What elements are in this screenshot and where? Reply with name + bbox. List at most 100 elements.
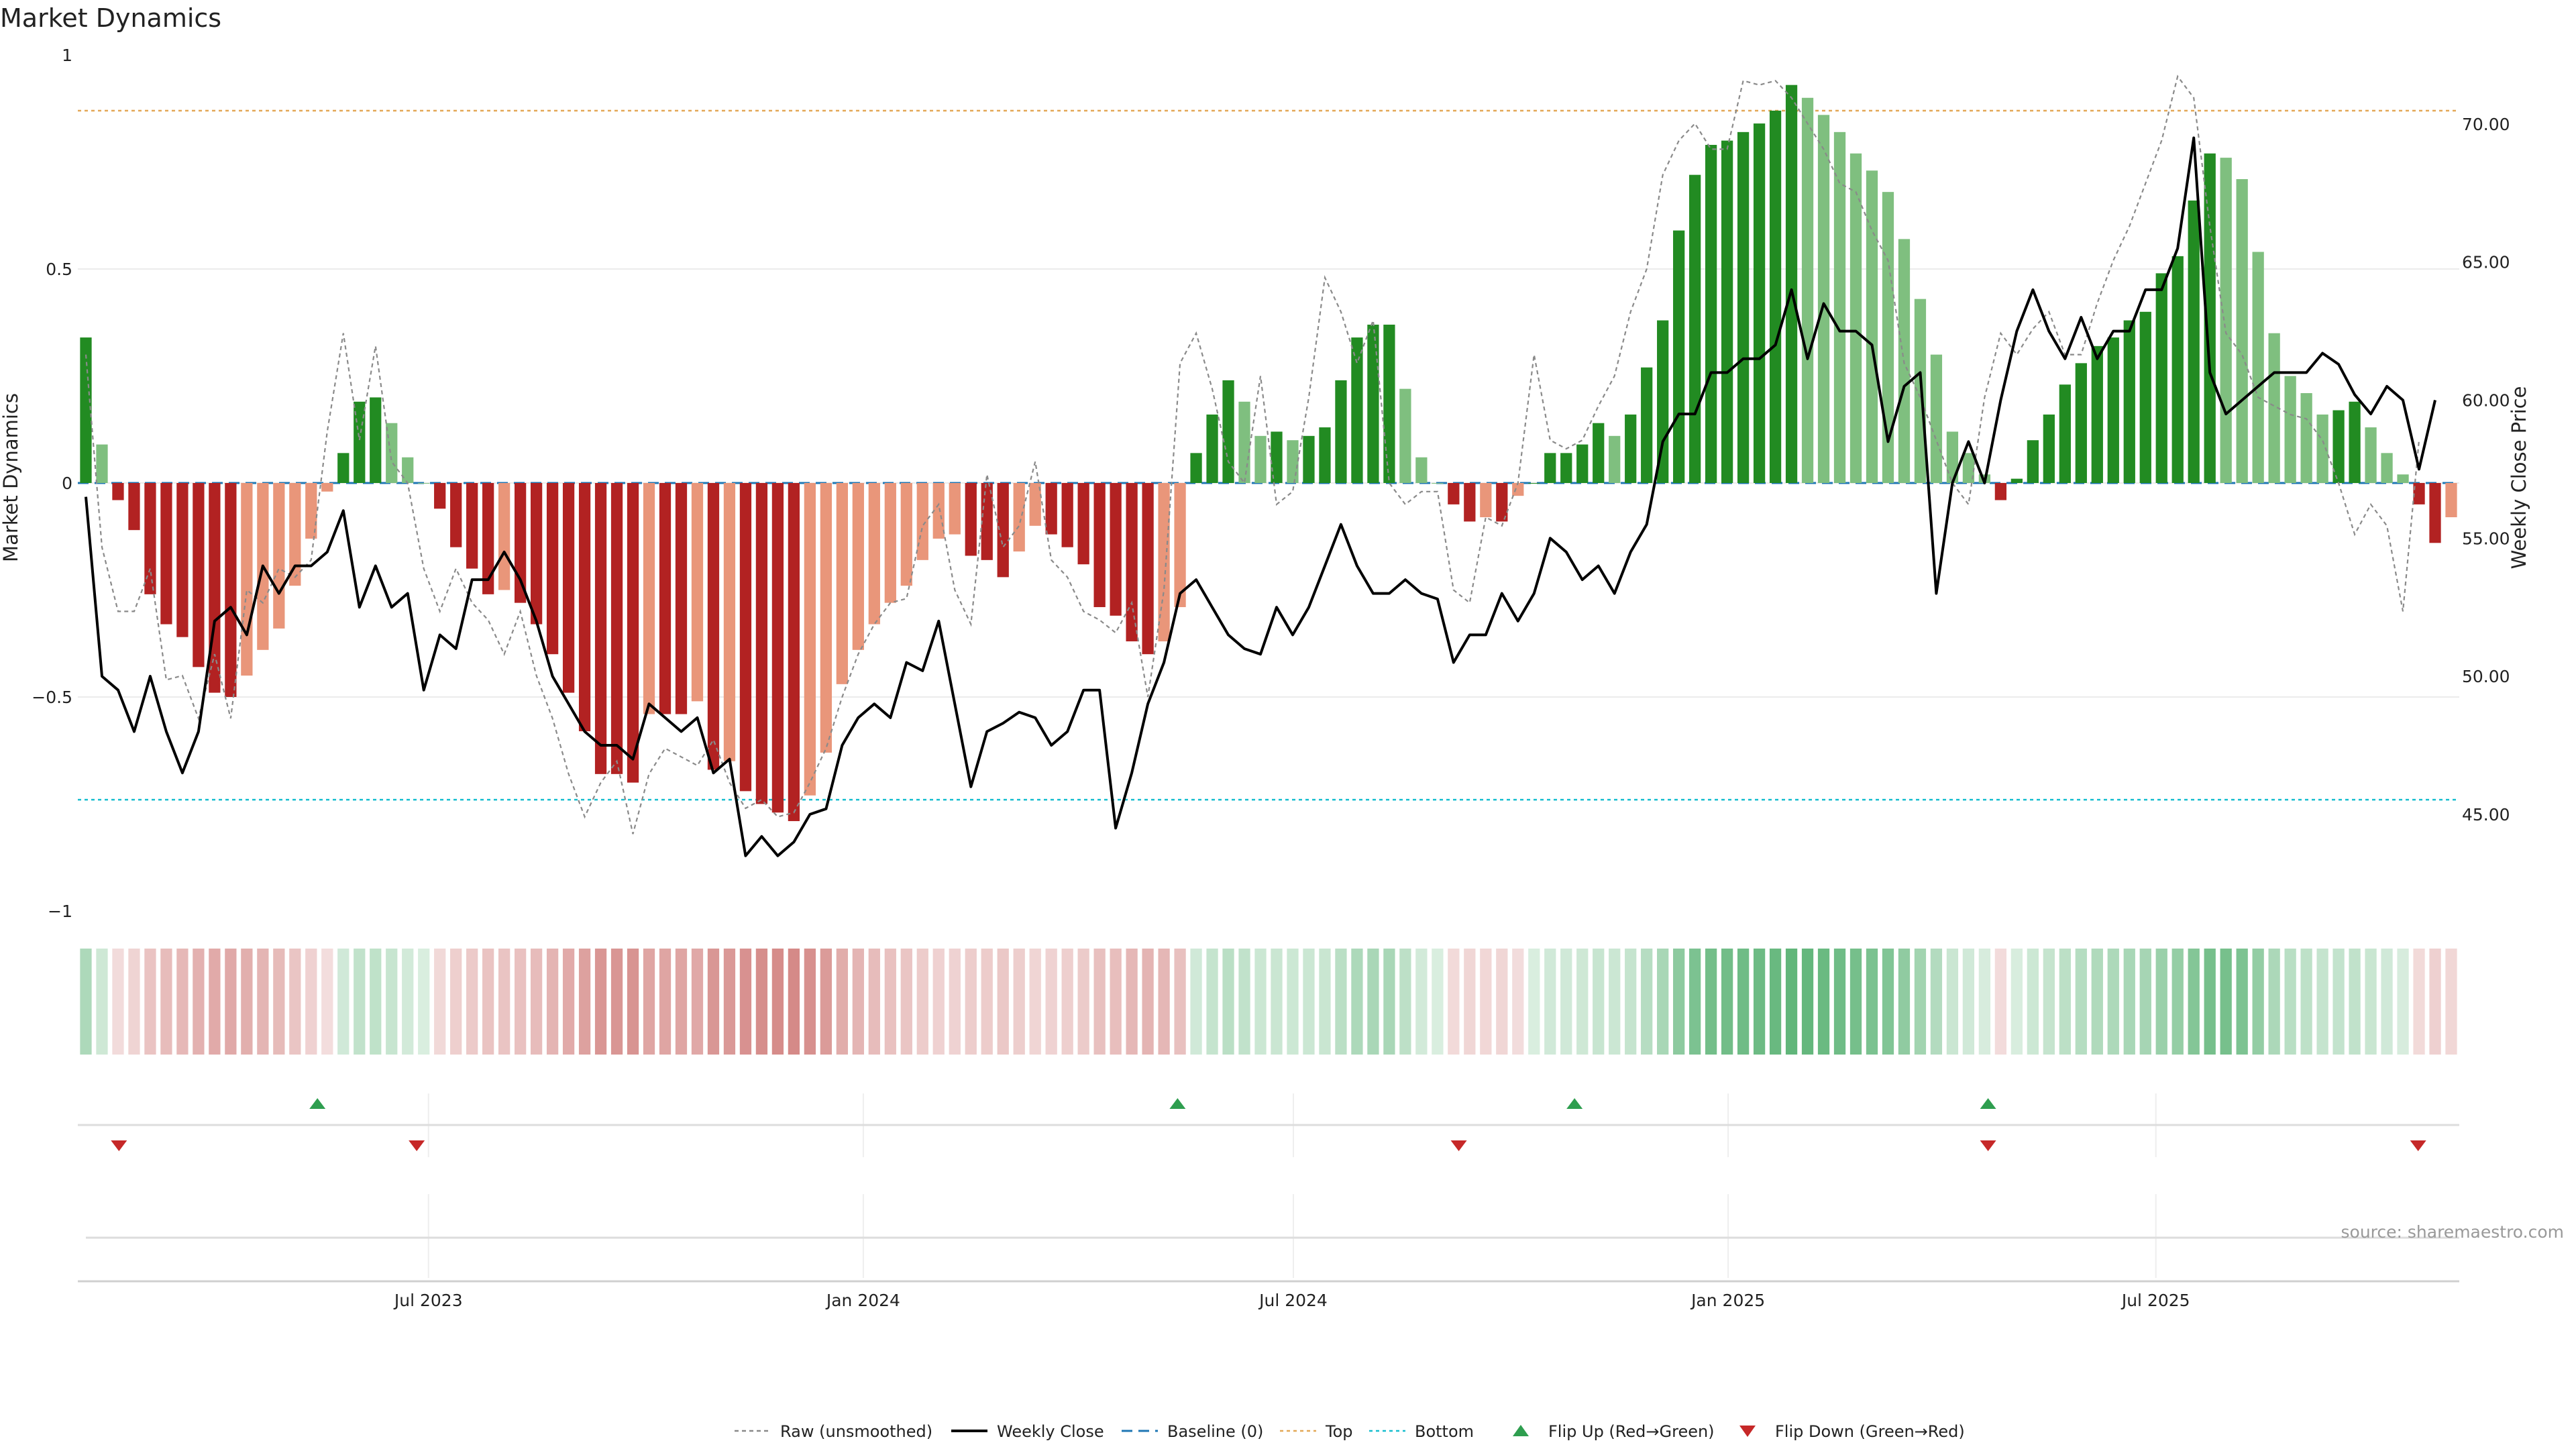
dynamics-bar [1882, 192, 1894, 483]
left-tick-label: −0.5 [32, 688, 72, 707]
dynamics-bar [691, 483, 704, 702]
intensity-cell [755, 949, 768, 1055]
dynamics-bar [1962, 453, 1975, 483]
dynamics-bar [1061, 483, 1073, 547]
legend-flip-up-swatch [1513, 1425, 1529, 1436]
intensity-cell [257, 949, 269, 1055]
intensity-cell [2332, 949, 2345, 1055]
intensity-cell [1045, 949, 1057, 1055]
right-tick-label: 65.00 [2462, 253, 2510, 272]
left-axis-ticks: 1 0.5 0 −0.5 −1 [32, 46, 72, 921]
series-lines [85, 74, 2436, 857]
source-note: source: sharemaestro.com [2341, 1222, 2565, 1242]
dynamics-bar [2155, 273, 2167, 483]
x-tick-label: Jul 2024 [1258, 1291, 1328, 1310]
intensity-cell [498, 949, 511, 1055]
intensity-cell [2445, 949, 2457, 1055]
right-tick-label: 60.00 [2462, 391, 2510, 411]
dynamics-bar [771, 483, 784, 813]
intensity-cell [2010, 949, 2023, 1055]
intensity-cell [627, 949, 639, 1055]
intensity-cell [852, 949, 864, 1055]
flip-up-marker [1980, 1098, 1996, 1109]
dynamics-bar [997, 483, 1009, 578]
dynamics-bar [1657, 320, 1669, 483]
intensity-cell [2429, 949, 2441, 1055]
dynamics-bar [2220, 158, 2232, 483]
intensity-cell [1126, 949, 1138, 1055]
left-tick-label: 0 [62, 474, 72, 493]
dynamics-bar [659, 483, 672, 714]
right-tick-label: 70.00 [2462, 115, 2510, 134]
flip-down-marker [2410, 1140, 2426, 1151]
intensity-cell [578, 949, 591, 1055]
intensity-cell [2381, 949, 2393, 1055]
intensity-cell [1560, 949, 1572, 1055]
intensity-cell [1866, 949, 1878, 1055]
intensity-cell [2188, 949, 2200, 1055]
intensity-cell [176, 949, 189, 1055]
intensity-cell [1496, 949, 1508, 1055]
dynamics-bar [1464, 483, 1476, 522]
intensity-cell [1319, 949, 1331, 1055]
dynamics-bar [2027, 440, 2039, 483]
intensity-cell [1817, 949, 1830, 1055]
legend-label: Top [1325, 1422, 1353, 1441]
dynamics-bar [2107, 337, 2119, 483]
dynamics-bar [546, 483, 559, 655]
dynamics-bar [1319, 427, 1331, 483]
right-tick-label: 55.00 [2462, 529, 2510, 548]
intensity-cell [707, 949, 720, 1055]
dynamics-bar [1593, 423, 1605, 483]
dynamics-bar [1415, 457, 1428, 483]
dynamics-bar [160, 483, 172, 625]
intensity-cell [1110, 949, 1122, 1055]
dynamics-bar [289, 483, 301, 586]
dynamics-bar [2252, 252, 2264, 483]
left-tick-label: 0.5 [46, 260, 72, 279]
intensity-cell [1528, 949, 1540, 1055]
dynamics-bar [1142, 483, 1154, 655]
intensity-cell [2059, 949, 2071, 1055]
dynamics-bar [193, 483, 205, 667]
flip-up-marker [1169, 1098, 1186, 1109]
intensity-cell [1994, 949, 2007, 1055]
dynamics-bar [1753, 123, 1766, 483]
intensity-cell [1464, 949, 1476, 1055]
dynamics-bar [1512, 483, 1524, 496]
dynamics-bar [627, 483, 639, 783]
x-tick-label: Jul 2025 [2121, 1291, 2190, 1310]
intensity-cell [209, 949, 221, 1055]
intensity-cell [788, 949, 800, 1055]
intensity-cell [289, 949, 301, 1055]
flip-down-marker [1980, 1140, 1996, 1151]
intensity-cell [1351, 949, 1363, 1055]
dynamics-bar [402, 457, 414, 483]
dynamics-bar [755, 483, 768, 804]
intensity-cell [1271, 949, 1283, 1055]
dynamics-bar [2365, 427, 2377, 483]
dynamics-bar [610, 483, 623, 774]
dynamics-bar [337, 453, 350, 483]
flip-up-marker [1566, 1098, 1583, 1109]
dynamics-bar [1496, 483, 1508, 522]
legend-label: Raw (unsmoothed) [780, 1422, 932, 1441]
dynamics-bar [225, 483, 237, 697]
intensity-cell [1303, 949, 1315, 1055]
dynamics-bar [2381, 453, 2393, 483]
intensity-cell [900, 949, 912, 1055]
dynamics-bar [1013, 483, 1025, 552]
flip-up-marker [309, 1098, 326, 1109]
intensity-cell [949, 949, 961, 1055]
intensity-cell [402, 949, 414, 1055]
intensity-cell [965, 949, 977, 1055]
right-axis-ticks: 70.00 65.00 60.00 55.00 50.00 45.00 [2462, 115, 2510, 824]
intensity-cell [2365, 949, 2377, 1055]
dynamics-bar [2139, 311, 2151, 483]
intensity-cell [1593, 949, 1605, 1055]
intensity-cell [2252, 949, 2264, 1055]
dynamics-bar [1238, 401, 1250, 483]
dynamics-bar [144, 483, 156, 594]
left-tick-label: −1 [48, 902, 72, 921]
intensity-cell [418, 949, 430, 1055]
